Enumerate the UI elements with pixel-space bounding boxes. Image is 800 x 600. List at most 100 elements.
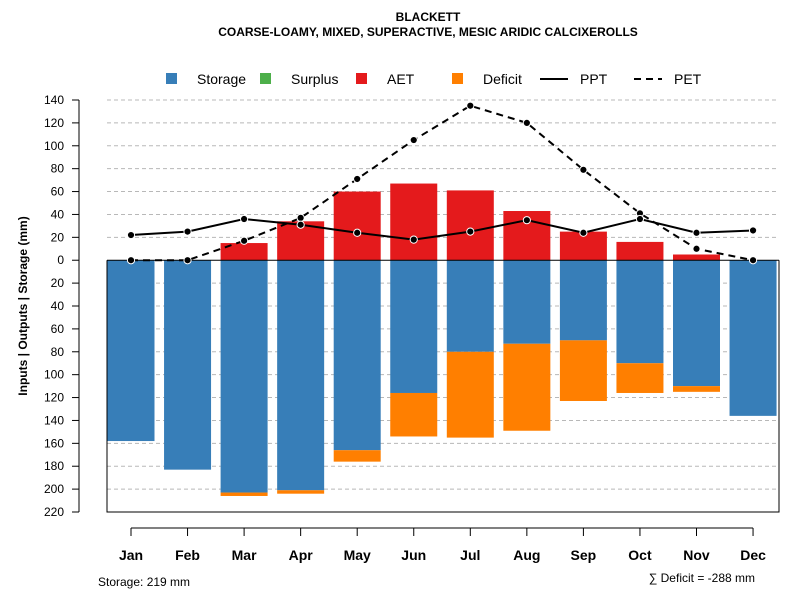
deficit-bar <box>616 363 664 393</box>
deficit-bar <box>333 450 381 462</box>
storage-bar <box>164 260 212 470</box>
y-tick-label: 160 <box>44 436 64 450</box>
deficit-bar <box>220 492 268 496</box>
ppt-point <box>296 220 305 229</box>
pet-point <box>126 256 136 265</box>
x-tick-label: Nov <box>683 547 710 563</box>
lines <box>126 101 758 265</box>
y-tick-label: 40 <box>51 299 65 313</box>
legend-label-pet: PET <box>674 71 702 87</box>
ppt-point <box>409 235 418 244</box>
deficit-bar <box>390 392 438 437</box>
y-tick-label: 140 <box>44 413 64 427</box>
chart-subtitle: COARSE-LOAMY, MIXED, SUPERACTIVE, MESIC … <box>218 25 638 39</box>
storage-bar <box>673 260 720 387</box>
pet-point <box>466 101 475 110</box>
storage-bar <box>616 260 664 364</box>
y-tick-label: 200 <box>44 482 64 496</box>
aet-bar <box>333 191 381 261</box>
pet-point <box>692 244 701 253</box>
chart-title: BLACKETT <box>396 10 461 24</box>
y-tick-label: 140 <box>44 93 64 107</box>
ppt-point <box>240 214 249 224</box>
deficit-bar <box>559 340 607 401</box>
legend-swatch-deficit <box>452 73 463 84</box>
deficit-bar <box>277 490 325 494</box>
deficit-bar <box>446 351 494 438</box>
plot-frame <box>106 260 780 513</box>
x-tick-label: Mar <box>232 547 257 563</box>
pet-point <box>748 256 758 265</box>
storage-bar <box>333 260 381 451</box>
legend-swatch-aet <box>356 73 367 84</box>
ppt-point <box>579 228 588 237</box>
storage-bar <box>729 260 777 416</box>
x-tick-label: Oct <box>628 547 652 563</box>
aet-bar <box>673 254 720 261</box>
y-axis-label: Inputs | Outputs | Storage (mm) <box>16 216 30 395</box>
y-tick-label: 80 <box>51 345 65 359</box>
x-tick-label: Jan <box>119 547 143 563</box>
pet-point <box>522 118 531 127</box>
pet-point <box>353 174 362 184</box>
y-tick-label: 60 <box>51 185 65 199</box>
pet-point <box>409 135 418 145</box>
deficit-bar <box>503 343 551 431</box>
x-tick-label: Jul <box>460 547 480 563</box>
legend-swatch-surplus <box>260 73 271 84</box>
y-tick-label: 100 <box>44 368 64 382</box>
ppt-point <box>126 230 136 240</box>
legend: Storage Surplus AET Deficit PPT PET <box>166 71 702 87</box>
legend-label-ppt: PPT <box>580 71 608 87</box>
aet-bar <box>220 243 268 261</box>
x-tick-label: Dec <box>740 547 766 563</box>
legend-label-storage: Storage <box>197 71 246 87</box>
deficit-total: ∑ Deficit = -288 mm <box>649 571 755 585</box>
legend-label-deficit: Deficit <box>483 71 522 87</box>
y-tick-label: 0 <box>57 253 64 267</box>
pet-point <box>183 256 192 265</box>
y-tick-label: 180 <box>44 459 64 473</box>
ppt-line <box>130 217 754 241</box>
ppt-point <box>183 227 192 236</box>
gridlines <box>107 99 779 513</box>
x-tick-label: Jun <box>401 547 426 563</box>
y-tick-label: 220 <box>44 505 64 519</box>
pet-point <box>240 236 249 245</box>
storage-bar <box>390 260 438 393</box>
ppt-point <box>353 228 362 237</box>
y-tick-label: 20 <box>51 230 65 244</box>
y-tick-label: 100 <box>44 139 64 153</box>
storage-bar <box>277 260 325 491</box>
ppt-point <box>635 214 645 224</box>
y-tick-label: 80 <box>51 162 65 176</box>
y-tick-label: 120 <box>44 391 64 405</box>
ppt-point <box>692 228 701 237</box>
storage-bar <box>220 260 268 493</box>
x-tick-label: May <box>344 547 371 563</box>
deficit-bar <box>673 386 720 392</box>
storage-bar <box>503 260 551 344</box>
aet-bar <box>616 241 664 261</box>
storage-bar <box>559 260 607 341</box>
legend-swatch-storage <box>166 73 177 84</box>
y-tick-label: 120 <box>44 116 64 130</box>
pet-point <box>296 213 305 222</box>
y-tick-label: 40 <box>51 207 65 221</box>
storage-bar <box>446 260 494 352</box>
aet-bar <box>390 183 438 261</box>
y-tick-label: 20 <box>51 276 65 290</box>
pet-line <box>131 104 754 262</box>
legend-label-surplus: Surplus <box>291 71 338 87</box>
storage-bar <box>107 260 155 442</box>
x-tick-label: Apr <box>289 547 314 563</box>
storage-total: Storage: 219 mm <box>98 575 190 589</box>
legend-label-aet: AET <box>387 71 415 87</box>
y-tick-label: 60 <box>51 322 65 336</box>
ppt-point <box>748 226 758 235</box>
x-tick-label: Aug <box>513 547 540 563</box>
x-tick-label: Feb <box>175 547 200 563</box>
x-tick-label: Sep <box>571 547 597 563</box>
bars <box>107 183 777 496</box>
